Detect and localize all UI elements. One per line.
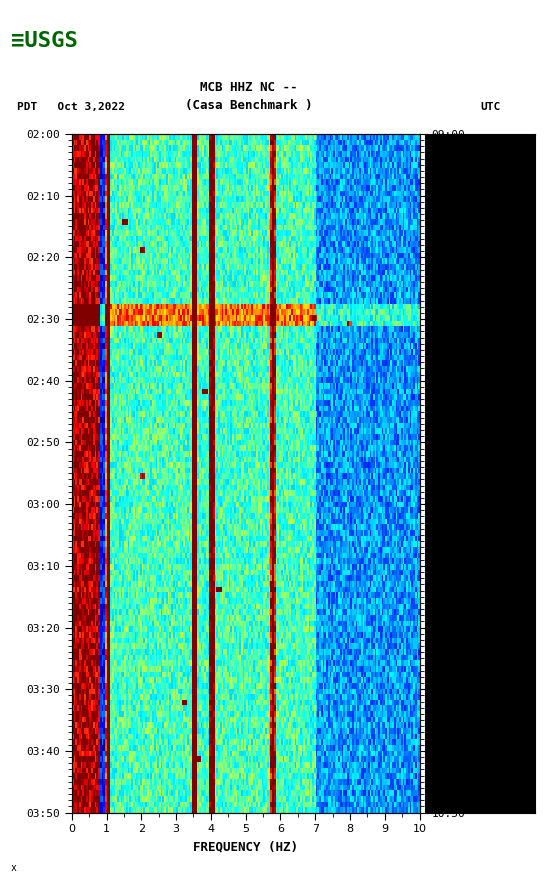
Text: x: x — [11, 863, 17, 872]
Text: ≡USGS: ≡USGS — [11, 31, 78, 51]
X-axis label: FREQUENCY (HZ): FREQUENCY (HZ) — [193, 840, 298, 853]
Text: (Casa Benchmark ): (Casa Benchmark ) — [185, 98, 312, 112]
Text: UTC: UTC — [480, 102, 501, 112]
Text: MCB HHZ NC --: MCB HHZ NC -- — [200, 80, 297, 94]
Text: PDT   Oct 3,2022: PDT Oct 3,2022 — [17, 102, 125, 112]
